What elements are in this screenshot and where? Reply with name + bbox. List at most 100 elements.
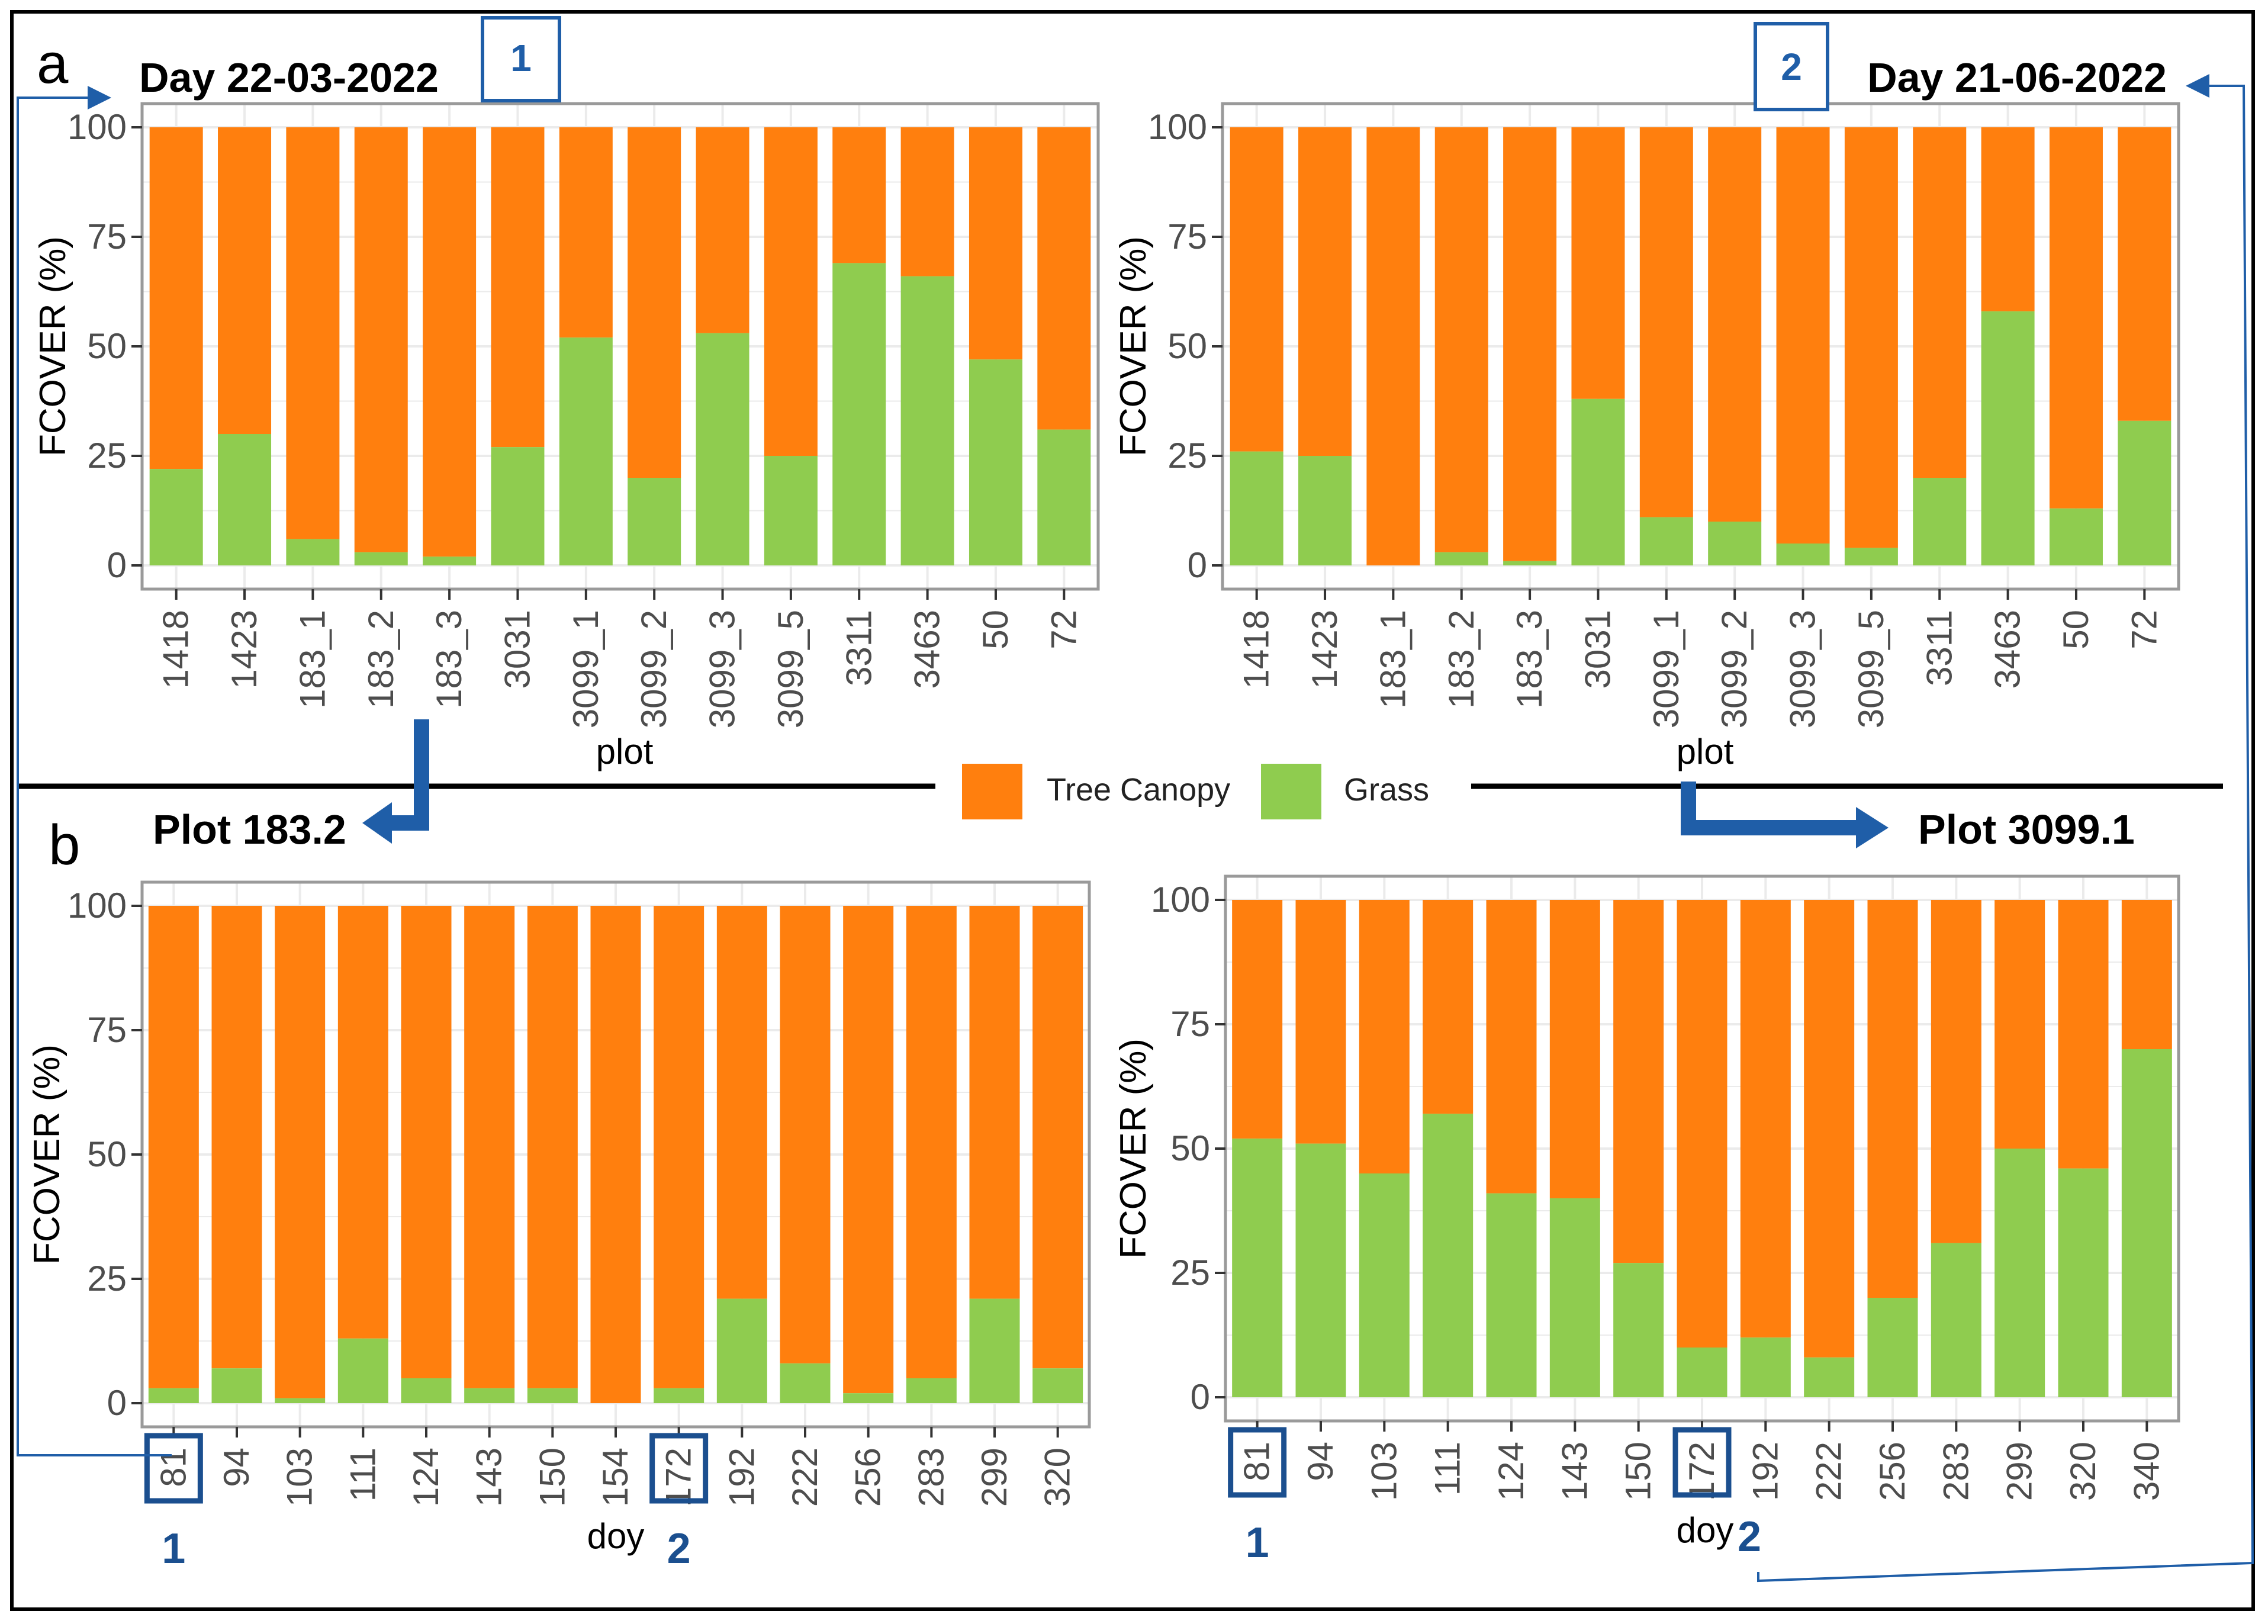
bar-tree-canopy [464, 906, 515, 1388]
x-tick-label: 256 [848, 1448, 888, 1507]
x-tick-label: 183_2 [361, 610, 401, 709]
bar-grass [275, 1398, 326, 1403]
bar-tree-canopy [211, 906, 262, 1369]
bar-tree-canopy [1295, 900, 1346, 1144]
bar-tree-canopy [1677, 900, 1727, 1348]
x-tick-label: 1418 [156, 610, 196, 689]
x-tick-label: 3099_1 [1646, 610, 1686, 728]
y-axis-title: FCOVER (%) [1113, 1038, 1154, 1259]
bar-tree-canopy [354, 127, 408, 552]
bar-tree-canopy [1549, 900, 1600, 1198]
x-tick-label: 183_3 [1510, 610, 1549, 709]
bar-tree-canopy [1804, 900, 1855, 1358]
bar-grass [1913, 478, 1967, 565]
panel-label-a: a [37, 32, 69, 95]
x-tick-label: 103 [1364, 1442, 1404, 1501]
bar-tree-canopy [764, 127, 818, 456]
x-axis-title: doy [1677, 1510, 1734, 1550]
bar-grass [149, 469, 203, 565]
bar-grass [286, 539, 340, 565]
bar-grass [843, 1393, 894, 1403]
y-tick-label: 25 [87, 436, 127, 475]
x-tick-label: 81 [1237, 1442, 1277, 1481]
arrow-head-plot-183-2 [362, 802, 392, 844]
bar-grass [1359, 1173, 1410, 1397]
x-tick-label: 3099_2 [634, 610, 674, 728]
bar-grass [1434, 552, 1488, 565]
x-tick-label: 3031 [1578, 610, 1617, 689]
bar-grass [1931, 1243, 1981, 1397]
bar-grass [654, 1388, 704, 1403]
x-tick-label: 50 [2056, 610, 2096, 649]
x-tick-label: 3099_3 [1783, 610, 1823, 728]
bar-grass [1486, 1193, 1537, 1397]
x-tick-label: 3099_5 [771, 610, 810, 728]
highlight-box-doy-81 [144, 1433, 203, 1504]
annotation-box-2-top-label: 2 [1781, 46, 1802, 88]
bar-tree-canopy [218, 127, 272, 434]
highlight-box-doy-172 [1672, 1427, 1732, 1498]
bar-tree-canopy [654, 906, 704, 1388]
bar-grass [1677, 1348, 1727, 1397]
bar-tree-canopy [969, 906, 1020, 1299]
bar-tree-canopy [900, 127, 954, 276]
bar-grass [1613, 1263, 1664, 1397]
bar-tree-canopy [286, 127, 340, 539]
x-tick-label: 3311 [1919, 610, 1959, 686]
y-tick-label: 75 [87, 217, 127, 256]
bar-grass [1708, 522, 1762, 565]
x-tick-label: 172 [1682, 1442, 1722, 1501]
bar-grass [1423, 1114, 1474, 1397]
legend-label-grass: Grass [1344, 772, 1429, 808]
bar-tree-canopy [1994, 900, 2045, 1149]
bar-tree-canopy [1434, 127, 1488, 552]
bar-grass [2118, 420, 2172, 565]
x-tick-label: 143 [1555, 1442, 1594, 1501]
bar-grass [337, 1338, 388, 1403]
x-axis-title: doy [587, 1516, 645, 1556]
bar-grass [906, 1378, 957, 1403]
bar-tree-canopy [1503, 127, 1557, 561]
bar-tree-canopy [1913, 127, 1967, 478]
x-tick-label: 183_3 [429, 610, 469, 709]
bar-grass [2121, 1049, 2172, 1397]
bar-grass [1740, 1337, 1791, 1397]
legend-label-tree: Tree Canopy [1047, 772, 1230, 808]
bar-grass [900, 276, 954, 565]
bar-grass [464, 1388, 515, 1403]
x-tick-label: 183_1 [1373, 610, 1413, 709]
bar-tree-canopy [1037, 127, 1091, 430]
x-tick-label: 320 [1038, 1448, 1077, 1507]
bar-grass [211, 1368, 262, 1403]
bar-tree-canopy [2058, 900, 2109, 1169]
y-tick-label: 100 [1151, 880, 1210, 919]
connector-line-2 [1757, 74, 2254, 1583]
x-tick-label: 94 [1301, 1442, 1340, 1481]
y-tick-label: 100 [67, 107, 127, 147]
bar-tree-canopy [780, 906, 831, 1363]
arrow-to-plot-183-2 [388, 719, 429, 831]
chart-title: Plot 3099.1 [1918, 806, 2135, 853]
bar-tree-canopy [149, 127, 203, 469]
bar-grass [1804, 1357, 1855, 1397]
bar-tree-canopy [1232, 900, 1283, 1139]
x-tick-label: 154 [596, 1448, 635, 1507]
bar-grass [491, 447, 545, 565]
y-tick-label: 25 [87, 1259, 127, 1298]
arrow-head-plot-3099-1 [1856, 807, 1889, 848]
bar-grass [1037, 429, 1091, 565]
bar-tree-canopy [1032, 906, 1083, 1369]
x-tick-label: 172 [659, 1448, 699, 1507]
y-axis-title: FCOVER (%) [1113, 236, 1154, 456]
bar-grass [1867, 1298, 1918, 1397]
bar-tree-canopy [590, 906, 641, 1403]
y-tick-label: 100 [1148, 107, 1207, 147]
bar-grass [1639, 517, 1693, 565]
bar-grass [1776, 544, 1830, 565]
bar-grass [696, 333, 749, 565]
y-axis-title: FCOVER (%) [27, 1044, 67, 1265]
arrow-to-plot-3099-1 [1681, 782, 1859, 835]
y-tick-label: 100 [67, 886, 127, 925]
x-tick-label: 3099_1 [566, 610, 606, 728]
